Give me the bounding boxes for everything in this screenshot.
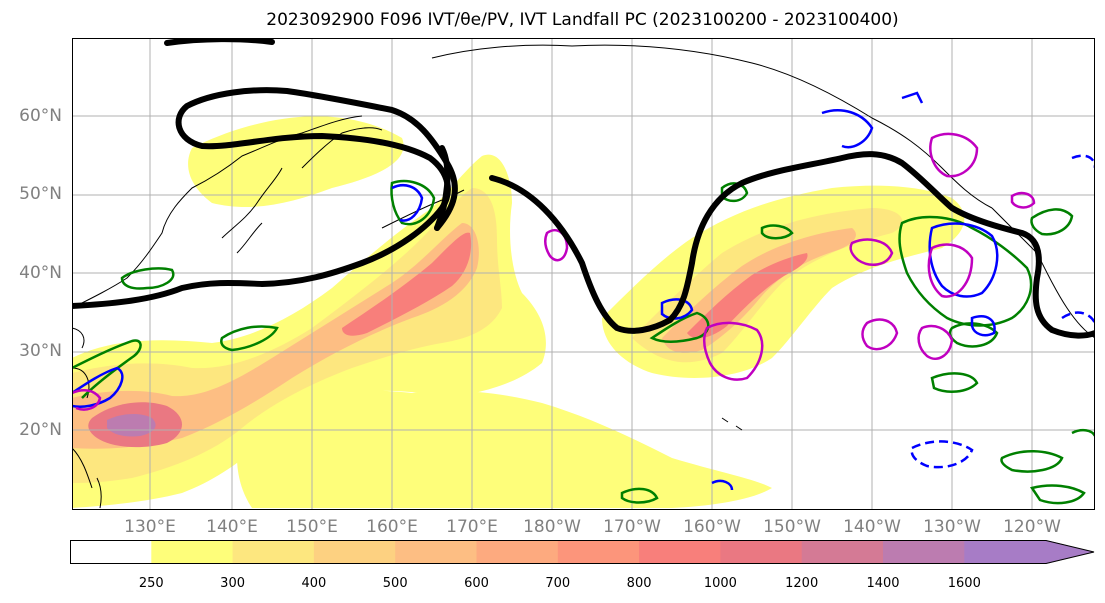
lon-label-160e: 160°E (366, 517, 418, 537)
magenta-contours (72, 132, 1036, 411)
colorbar-segment (395, 540, 478, 564)
colorbar-segment (801, 540, 884, 564)
coast-japan (221, 167, 283, 254)
colorbar-segment (557, 540, 640, 564)
title-text: 2023092900 F096 IVT/θe/PV, IVT Landfall … (266, 10, 899, 30)
colorbar-tick-label: 700 (545, 576, 571, 591)
jet-contour (72, 38, 1095, 339)
map-panel (72, 38, 1095, 510)
coast-hawaii (721, 417, 743, 431)
colorbar-segments (70, 540, 1094, 564)
ivt-subtropical-250 (237, 389, 772, 508)
lon-label-130w: 130°W (923, 517, 981, 537)
ivt-shading (72, 116, 965, 508)
lon-label-130e: 130°E (124, 517, 176, 537)
coast-philippines (72, 447, 102, 509)
colorbar-outline (70, 540, 1095, 564)
lat-label-30n: 30°N (19, 341, 62, 361)
lat-label-60n: 60°N (19, 106, 62, 126)
colorbar-tick-label: 600 (464, 576, 489, 591)
ivt-typhoon-1200 (107, 414, 156, 437)
colorbar-segment (313, 540, 396, 564)
coast-asia (72, 115, 363, 399)
coastlines (72, 44, 1095, 509)
colorbar-tick-label: 400 (301, 576, 327, 591)
lon-label-180w: 180°W (523, 517, 581, 537)
colorbar-segment (70, 540, 152, 564)
lon-label-160w: 160°W (683, 517, 741, 537)
ivt-east-800 (687, 253, 808, 339)
ivt-west-800 (342, 232, 472, 336)
colorbar-tick-label: 1600 (947, 576, 981, 591)
colorbar-segment (639, 540, 721, 564)
coast-alaska (431, 44, 993, 209)
lon-label-150e: 150°E (286, 517, 338, 537)
lon-label-170w: 170°W (603, 517, 661, 537)
colorbar-tick-label: 1200 (785, 576, 819, 591)
colorbar-tick-label: 800 (626, 576, 652, 591)
pv-contours (72, 91, 1095, 491)
ivt-colorbar (70, 540, 1095, 564)
colorbar-segment (883, 540, 965, 564)
graticule (72, 38, 1095, 510)
lon-label-140w: 140°W (843, 517, 901, 537)
colorbar-segment (151, 540, 234, 564)
theta-e-contours (72, 179, 1095, 505)
colorbar-tick-label: 250 (138, 576, 164, 591)
colorbar-tick-label: 300 (220, 576, 246, 591)
lon-label-120w: 120°W (1003, 517, 1061, 537)
lat-label-20n: 20°N (19, 420, 62, 440)
lon-label-140e: 140°E (206, 517, 258, 537)
map-frame (72, 38, 1095, 510)
map-title: 2023092900 F096 IVT/θe/PV, IVT Landfall … (0, 10, 1105, 30)
lon-label-170e: 170°E (446, 517, 498, 537)
lat-label-40n: 40°N (19, 263, 62, 283)
colorbar-tick-label: 1000 (703, 576, 737, 591)
colorbar-segment (720, 540, 803, 564)
colorbar-tick-label: 1400 (866, 576, 900, 591)
lon-label-150w: 150°W (763, 517, 821, 537)
colorbar-segment (476, 540, 559, 564)
lat-label-50n: 50°N (19, 184, 62, 204)
colorbar-segment (964, 540, 1094, 564)
coast-kamchatka (301, 127, 383, 169)
colorbar-segment (232, 540, 315, 564)
colorbar-tick-label: 500 (382, 576, 408, 591)
